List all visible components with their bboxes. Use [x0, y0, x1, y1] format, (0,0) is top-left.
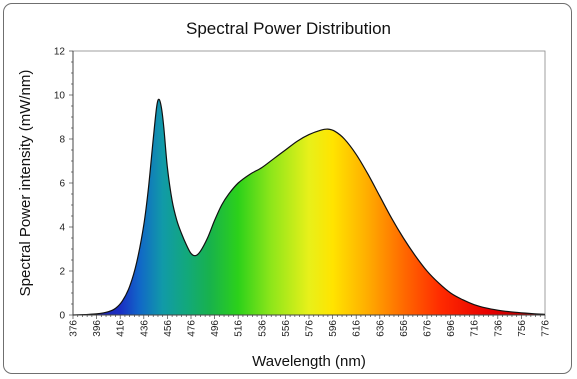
chart-title: Spectral Power Distribution — [185, 19, 392, 38]
x-tick-label: 536 — [257, 320, 268, 337]
x-tick-label: 496 — [210, 320, 221, 337]
x-tick-label: 756 — [517, 320, 528, 337]
x-tick-label: 716 — [470, 320, 481, 337]
x-tick-label: 776 — [541, 320, 552, 337]
x-tick-label: 736 — [493, 320, 504, 337]
x-tick-label: 476 — [187, 320, 198, 337]
y-tick-label: 6 — [59, 179, 65, 190]
x-tick-label: 396 — [92, 320, 103, 337]
x-tick-label: 656 — [399, 320, 410, 337]
y-tick-label: 8 — [59, 135, 65, 146]
y-tick-label: 2 — [59, 267, 65, 278]
x-tick-label: 576 — [305, 320, 316, 337]
x-tick-label: 416 — [116, 320, 127, 337]
x-tick-label: 596 — [328, 320, 339, 337]
x-tick-label: 616 — [352, 320, 363, 337]
x-axis-label: Wavelength (nm) — [252, 353, 366, 370]
x-tick-label: 516 — [234, 320, 245, 337]
y-tick-label: 4 — [59, 223, 65, 234]
y-tick-label: 10 — [54, 91, 66, 102]
x-tick-label: 456 — [163, 320, 174, 337]
spectrum-series-line — [72, 98, 546, 316]
x-tick-label: 676 — [423, 320, 434, 337]
x-tick-label: 556 — [281, 320, 292, 337]
x-tick-label: 636 — [375, 320, 386, 337]
y-axis-label: Spectral Power intensity (mW/nm) — [17, 70, 34, 297]
x-tick-label: 376 — [69, 320, 80, 337]
y-tick-label: 0 — [59, 311, 65, 322]
x-tick-label: 696 — [446, 320, 457, 337]
spectrum-area-fill — [73, 99, 545, 315]
y-tick-label: 12 — [54, 47, 66, 58]
x-tick-label: 436 — [139, 320, 150, 337]
